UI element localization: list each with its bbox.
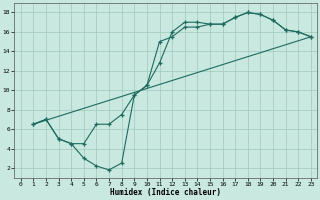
X-axis label: Humidex (Indice chaleur): Humidex (Indice chaleur) [110,188,221,197]
